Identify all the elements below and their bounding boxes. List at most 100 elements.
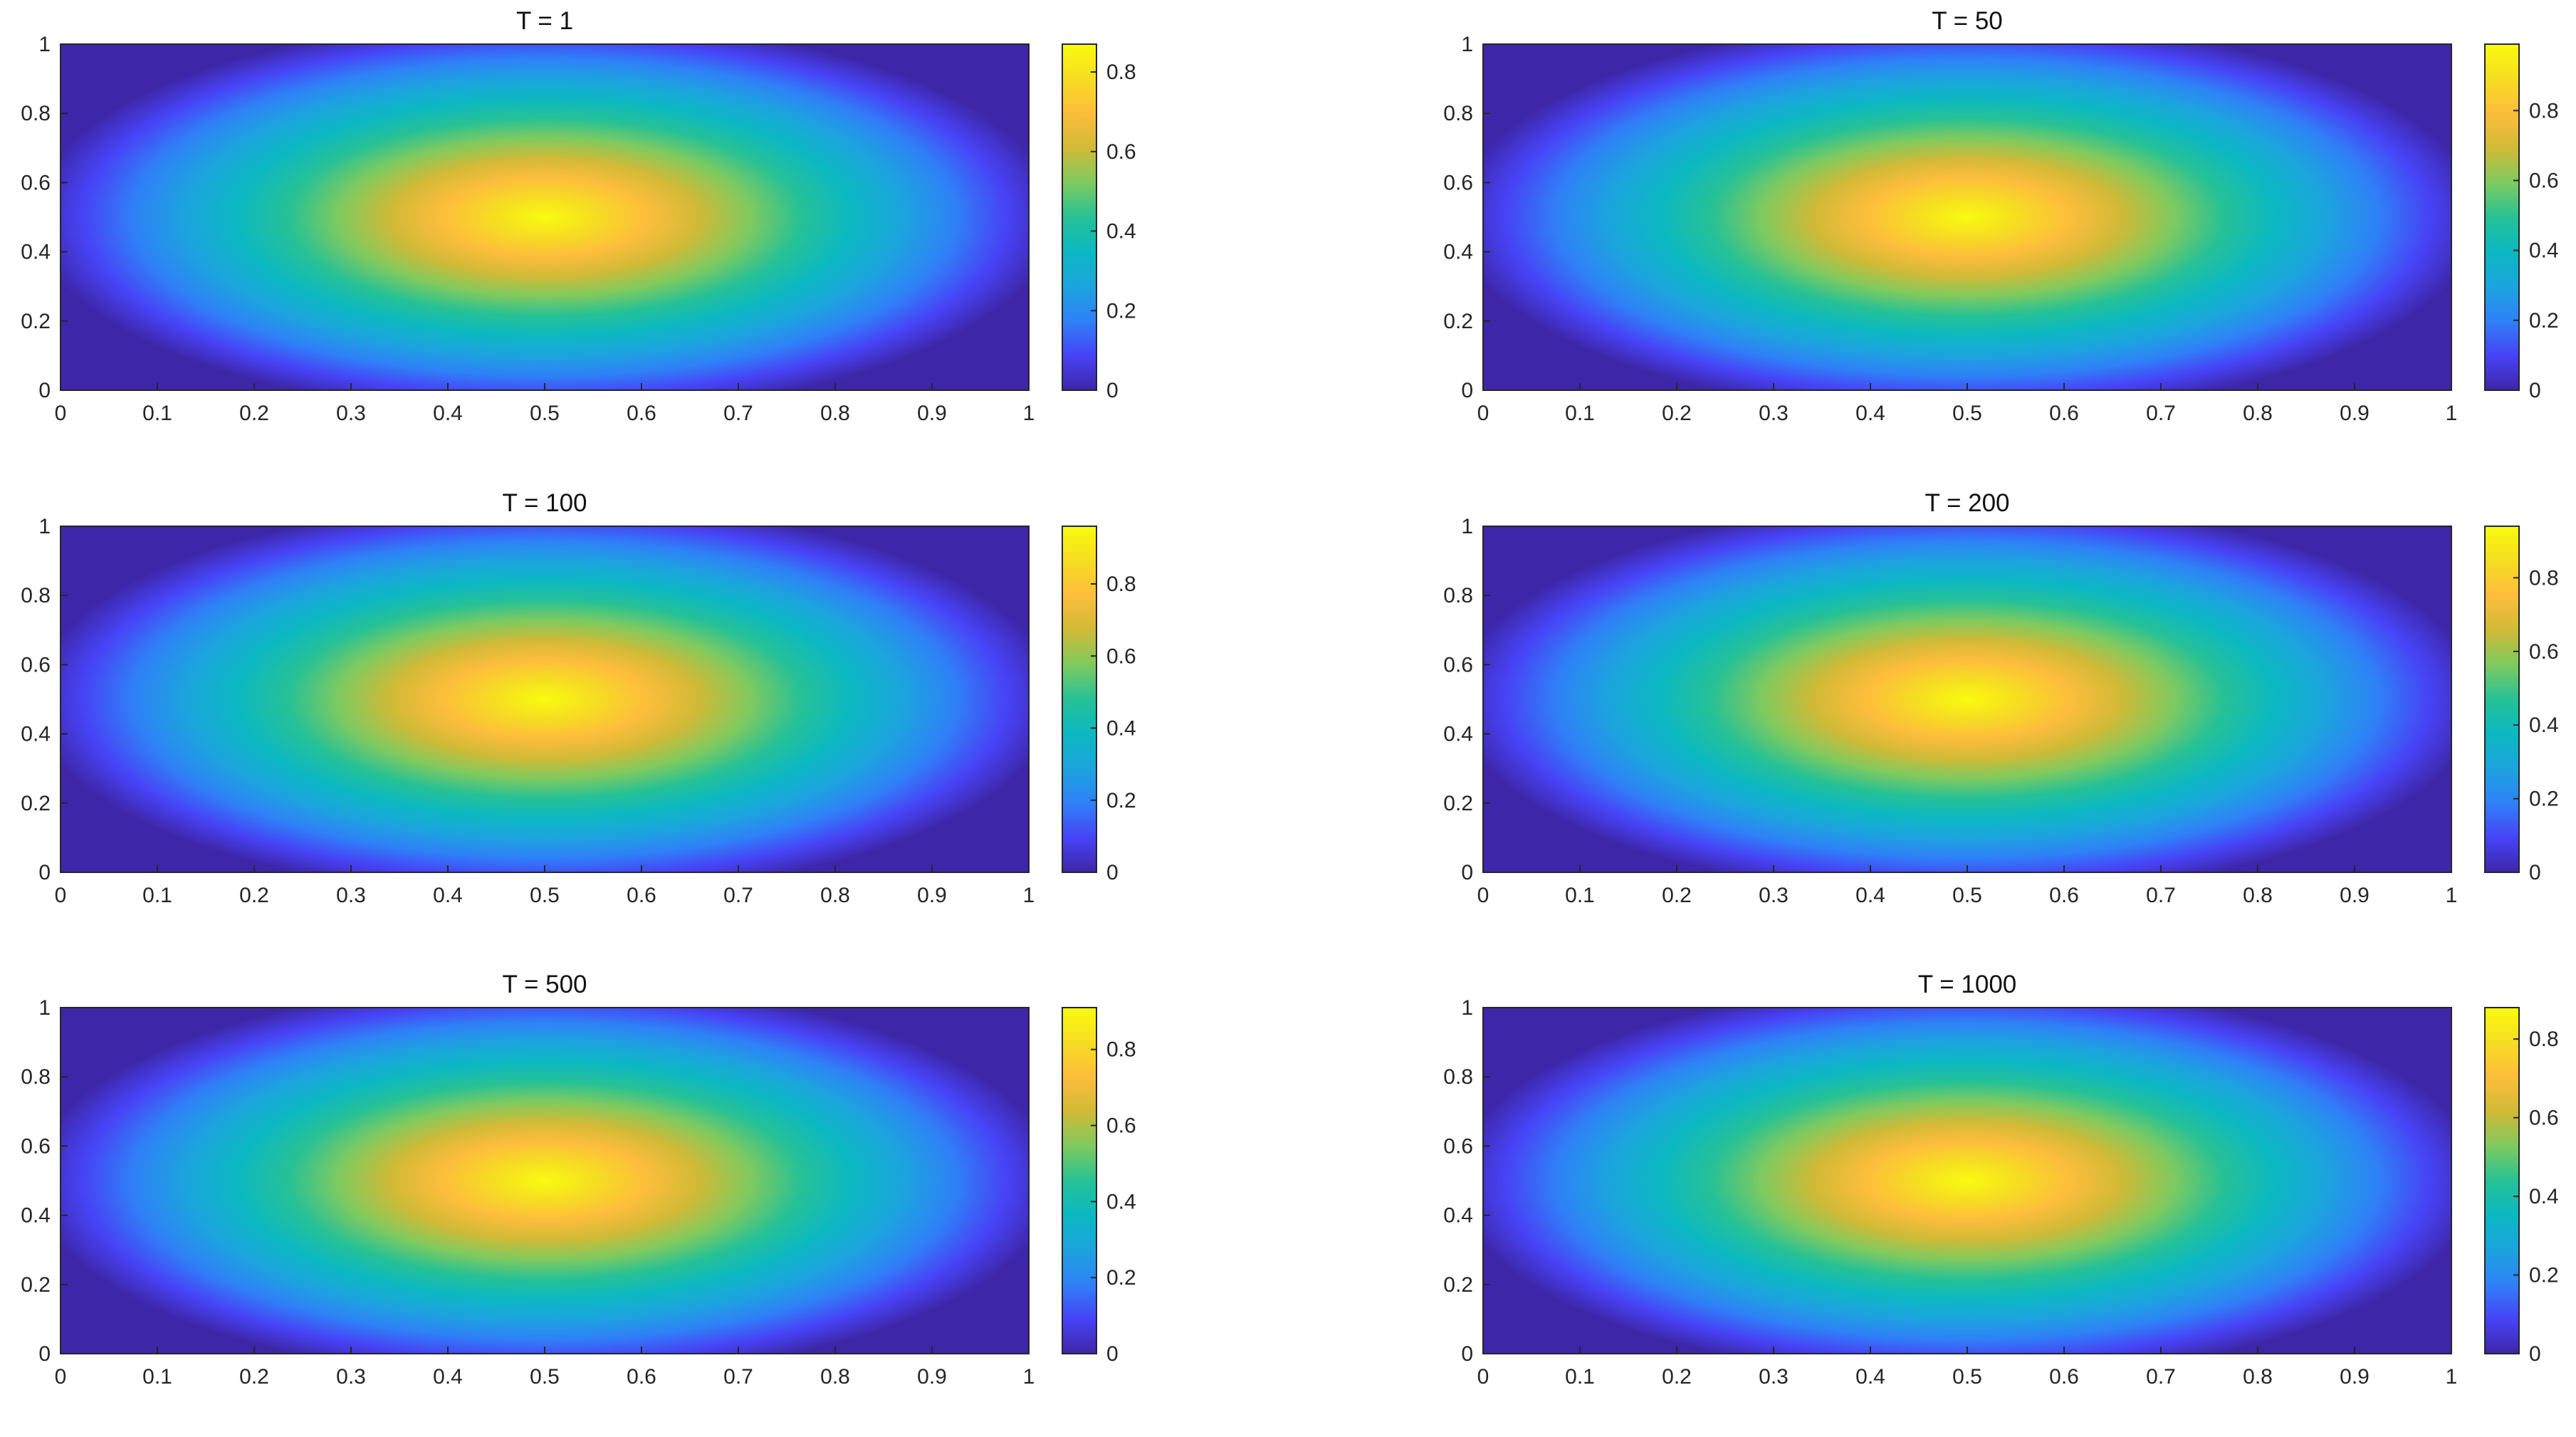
x-tick-label: 0.6 bbox=[2049, 1365, 2079, 1389]
y-tick-label: 0 bbox=[38, 379, 51, 402]
x-tick-label: 1 bbox=[1023, 884, 1035, 907]
x-tick-label: 0.1 bbox=[1565, 1365, 1595, 1389]
colorbar-tick-label: 0.2 bbox=[1106, 1266, 1136, 1290]
subplot-4: T = 200 0 0.1 0.2 0.3 0.4 0.5 0.6 0.7 0.8 0.9 1 0 0.… bbox=[1423, 482, 2576, 952]
x-tick-label: 1 bbox=[1023, 402, 1035, 425]
x-tick-label: 0.1 bbox=[142, 402, 172, 425]
colorbar-tick-label: 0.8 bbox=[2529, 99, 2559, 122]
x-tick-label: 0 bbox=[55, 884, 67, 907]
subplot-canvas: 0 0.1 0.2 0.3 0.4 0.5 0.6 0.7 0.8 0.9 1 0 0.2 0.4 0.6 0… bbox=[1443, 33, 2559, 425]
colorbar bbox=[1062, 1007, 1097, 1354]
y-tick-label: 0.6 bbox=[1443, 1134, 1473, 1158]
x-tick-label: 0.3 bbox=[1759, 402, 1789, 425]
y-tick-label: 0.8 bbox=[1443, 584, 1473, 607]
heatmap-field bbox=[61, 526, 1029, 872]
colorbar-tick-label: 0.2 bbox=[2529, 1264, 2559, 1287]
y-tick-label: 0.2 bbox=[1443, 1273, 1473, 1297]
x-tick-label: 0 bbox=[1477, 884, 1489, 907]
x-tick-label: 0.9 bbox=[917, 1365, 947, 1389]
x-tick-label: 0.4 bbox=[1855, 884, 1885, 907]
subplot-6: T = 1000 0 0.1 0.2 0.3 0.4 0.5 0.6 0.7 0.8 0.9 1 0 0… bbox=[1423, 963, 2576, 1433]
colorbar bbox=[2484, 43, 2520, 391]
colorbar-tick-label: 0.2 bbox=[1106, 789, 1136, 812]
x-tick-label: 0.3 bbox=[336, 402, 366, 425]
y-tick-label: 0.2 bbox=[21, 792, 51, 815]
y-tick-label: 1 bbox=[38, 33, 51, 56]
x-tick-label: 0 bbox=[55, 402, 67, 425]
heatmap-field bbox=[1483, 44, 2451, 390]
x-tick-label: 0 bbox=[1477, 1365, 1489, 1389]
x-tick-label: 0.4 bbox=[433, 1365, 463, 1389]
x-tick-label: 0.5 bbox=[530, 1365, 560, 1389]
y-tick-label: 0.4 bbox=[1443, 241, 1473, 264]
y-tick-label: 0.4 bbox=[1443, 1204, 1473, 1228]
subplot-title: T = 1 bbox=[515, 7, 574, 35]
colorbar bbox=[1062, 43, 1097, 391]
x-tick-label: 0.4 bbox=[1855, 1365, 1885, 1389]
x-tick-label: 0.9 bbox=[917, 402, 947, 425]
heatmap-field bbox=[1483, 1008, 2451, 1354]
x-tick-label: 0.2 bbox=[1662, 884, 1692, 907]
x-tick-label: 0.9 bbox=[917, 884, 947, 907]
colorbar-tick-label: 0.4 bbox=[2529, 239, 2559, 263]
y-tick-label: 0.6 bbox=[1443, 171, 1473, 194]
colorbar-tick-label: 0.8 bbox=[1106, 573, 1136, 596]
heatmap-field bbox=[61, 1008, 1029, 1354]
colorbar bbox=[2484, 526, 2520, 873]
colorbar-tick-label: 0 bbox=[1106, 379, 1119, 402]
y-tick-label: 0.2 bbox=[1443, 792, 1473, 815]
colorbar-tick-label: 0.6 bbox=[1106, 1114, 1136, 1138]
x-tick-label: 0.8 bbox=[820, 1365, 850, 1389]
colorbar-tick-label: 0.4 bbox=[1106, 1190, 1136, 1213]
y-tick-label: 0.8 bbox=[21, 102, 51, 125]
y-tick-label: 0.2 bbox=[1443, 310, 1473, 333]
subplot-3: T = 100 0 0.1 0.2 0.3 0.4 0.5 0.6 0.7 0.8 0.9 1 0 0.… bbox=[0, 482, 1282, 952]
colorbar-tick-label: 0.4 bbox=[2529, 1185, 2559, 1208]
x-tick-label: 0.7 bbox=[2146, 884, 2176, 907]
x-tick-label: 0.8 bbox=[820, 402, 850, 425]
y-tick-label: 0.4 bbox=[1443, 723, 1473, 746]
x-tick-label: 0.3 bbox=[336, 884, 366, 907]
y-tick-label: 0.6 bbox=[21, 171, 51, 194]
y-tick-label: 0.8 bbox=[1443, 1065, 1473, 1089]
colorbar-tick-label: 0.2 bbox=[2529, 309, 2559, 333]
y-tick-label: 0.6 bbox=[1443, 653, 1473, 676]
colorbar-tick-label: 0.4 bbox=[1106, 717, 1136, 741]
y-tick-label: 0.6 bbox=[21, 1134, 51, 1158]
colorbar-tick-label: 0.6 bbox=[1106, 140, 1136, 164]
x-tick-label: 0.5 bbox=[530, 402, 560, 425]
subplot-2: T = 50 0 0.1 0.2 0.3 0.4 0.5 0.6 0.7 0.8 0.9 1 0 0.2… bbox=[1423, 0, 2576, 470]
subplot-title: T = 200 bbox=[1925, 489, 2010, 517]
y-tick-label: 0.2 bbox=[21, 310, 51, 333]
colorbar-tick-label: 0 bbox=[1106, 1342, 1119, 1366]
y-tick-label: 0.8 bbox=[21, 1065, 51, 1089]
x-tick-label: 1 bbox=[2446, 884, 2458, 907]
x-tick-label: 0.6 bbox=[2049, 884, 2079, 907]
y-tick-label: 0 bbox=[38, 1342, 51, 1366]
y-tick-label: 0.2 bbox=[21, 1273, 51, 1297]
figure: T = 1 0 0.1 0.2 0.3 0.4 0.5 0.6 0.7 0.8 0.9 1 0 0.2 0… bbox=[0, 0, 2576, 1389]
x-tick-label: 0.6 bbox=[627, 402, 656, 425]
x-tick-label: 0.5 bbox=[1952, 402, 1982, 425]
x-tick-label: 0.9 bbox=[2340, 1365, 2370, 1389]
x-tick-label: 0.1 bbox=[142, 1365, 172, 1389]
x-tick-label: 0.6 bbox=[2049, 402, 2079, 425]
colorbar-tick-label: 0 bbox=[1106, 861, 1119, 884]
subplot-title: T = 500 bbox=[502, 971, 587, 998]
y-tick-label: 1 bbox=[1461, 515, 1473, 538]
x-tick-label: 0.3 bbox=[1759, 884, 1789, 907]
x-tick-label: 0.7 bbox=[723, 402, 753, 425]
x-tick-label: 0.3 bbox=[1759, 1365, 1789, 1389]
x-tick-label: 0.6 bbox=[627, 1365, 656, 1389]
colorbar-tick-label: 0.2 bbox=[1106, 299, 1136, 323]
subplot-canvas: 0 0.1 0.2 0.3 0.4 0.5 0.6 0.7 0.8 0.9 1 0 0.2 0.4 0.6 0… bbox=[1443, 515, 2558, 907]
y-tick-label: 0.4 bbox=[21, 241, 51, 264]
y-tick-label: 1 bbox=[1461, 996, 1473, 1020]
subplot-5: T = 500 0 0.1 0.2 0.3 0.4 0.5 0.6 0.7 0.8 0.9 1 0 0.… bbox=[0, 963, 1282, 1433]
x-tick-label: 0.7 bbox=[2146, 402, 2176, 425]
heatmap-field bbox=[61, 44, 1029, 390]
x-tick-label: 0.9 bbox=[2340, 884, 2370, 907]
colorbar-tick-label: 0.4 bbox=[1106, 220, 1136, 244]
colorbar-tick-label: 0.6 bbox=[2529, 169, 2559, 192]
y-tick-label: 0.8 bbox=[1443, 102, 1473, 125]
